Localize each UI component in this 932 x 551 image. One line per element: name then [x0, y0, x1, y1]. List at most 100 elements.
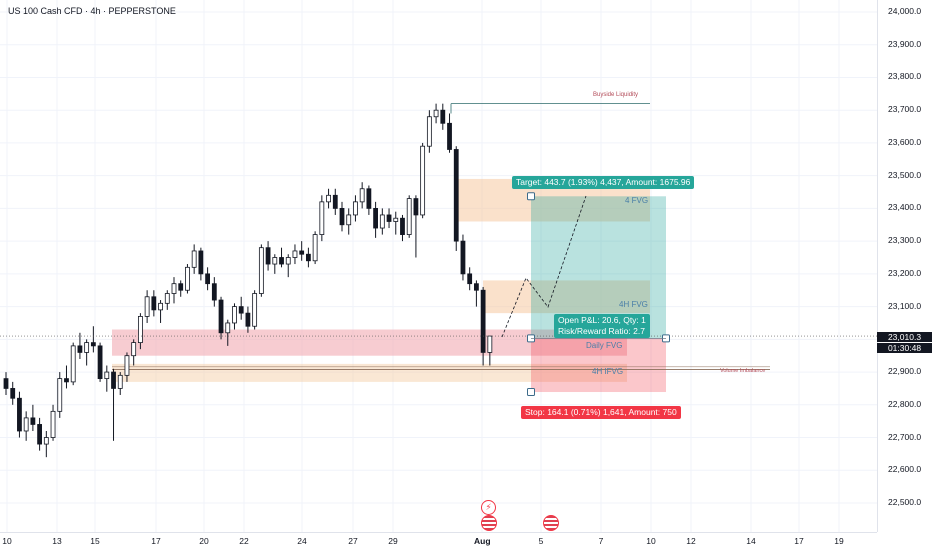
stop-label[interactable]: Stop: 164.1 (0.71%) 1,641, Amount: 750 [521, 406, 681, 419]
candle-up [70, 345, 76, 383]
candle-up [225, 322, 231, 334]
candle-up [23, 417, 29, 432]
candle-down [480, 289, 486, 353]
us-flag-icon-2[interactable] [543, 515, 559, 531]
time-tick-label: 27 [348, 536, 358, 546]
candle-down [10, 388, 16, 399]
price-tick-label: 24,000.0 [888, 6, 922, 16]
chart-title: US 100 Cash CFD · 4h · PEPPERSTONE [8, 6, 176, 16]
candle-down [447, 122, 452, 150]
price-tick-label: 22,800.0 [888, 398, 922, 409]
candle [252, 290, 258, 330]
time-axis[interactable]: 10 13 15 17 20 22 24 27 29 Aug 5 7 10 12 14 17 19 [0, 532, 877, 551]
candle [292, 244, 298, 265]
time-tick-label: 7 [598, 536, 604, 546]
candle-down [211, 283, 217, 301]
candle [191, 244, 197, 274]
candle-up [420, 145, 426, 216]
candle [3, 372, 9, 395]
candle [84, 339, 90, 366]
candle [151, 290, 157, 317]
candle-down [178, 283, 184, 291]
zone-daily-fvg [112, 329, 627, 356]
candle-down [339, 207, 345, 226]
ifvg-4h-label: 4H IFVG [592, 367, 624, 376]
candle [487, 335, 493, 366]
time-tick-label: 12 [686, 536, 696, 546]
price-tick-label: 23,600.0 [888, 136, 922, 147]
candle-up [433, 109, 439, 118]
candle [104, 365, 110, 392]
candle [460, 234, 466, 281]
candle-down [453, 149, 459, 242]
fvg-4h-label: 4H FVG [619, 300, 648, 309]
candle-up [104, 371, 110, 380]
us-flag-icon[interactable] [481, 515, 497, 531]
candle [265, 241, 271, 271]
candle-down [77, 345, 83, 353]
candle-up [292, 250, 298, 258]
candle [426, 110, 432, 153]
target-label[interactable]: Target: 443.7 (1.93%) 4,437, Amount: 167… [512, 176, 695, 189]
candle [305, 247, 311, 268]
candle-up [353, 201, 358, 216]
candle [185, 264, 190, 294]
candle [480, 286, 486, 366]
candle-down [64, 378, 69, 383]
price-tick-label: 23,400.0 [888, 202, 922, 213]
candle-down [440, 109, 446, 124]
candle [393, 211, 399, 235]
candle-down [400, 217, 405, 235]
time-tick-label: 17 [794, 536, 804, 546]
candle [359, 182, 365, 209]
candle-down [111, 371, 116, 389]
price-tick-label: 22,900.0 [888, 366, 922, 377]
candle-down [386, 214, 392, 222]
price-tick-label: 23,200.0 [888, 267, 922, 278]
candle [373, 201, 379, 238]
candle [117, 372, 123, 395]
pnl-label[interactable]: Open P&L: 20.6, Qty: 1 Risk/Reward Ratio… [554, 314, 650, 338]
zone-4h-fvg [483, 280, 650, 314]
candle [467, 267, 473, 291]
candle-up [43, 437, 49, 445]
pnl-text: Open P&L: 20.6, Qty: 1 [558, 315, 646, 325]
candle-down [265, 247, 271, 265]
candle-up [393, 217, 399, 222]
candle [97, 342, 103, 382]
candle-up [258, 247, 264, 294]
candle [433, 103, 439, 124]
candle [272, 254, 278, 274]
candle [473, 280, 479, 307]
candle [238, 296, 244, 320]
rr-text: Risk/Reward Ratio: 2.7 [558, 326, 645, 336]
candle [366, 185, 372, 215]
candle-up [487, 335, 493, 353]
candle-up [185, 266, 190, 291]
time-tick-label: 14 [746, 536, 756, 546]
candle-down [198, 250, 204, 275]
candles [3, 103, 493, 458]
candle-down [366, 188, 372, 209]
candle-up [158, 302, 163, 311]
time-tick-label: 10 [646, 536, 656, 546]
candle [158, 300, 163, 323]
candle-down [299, 250, 305, 255]
candle [225, 319, 231, 346]
price-tick-label: 22,500.0 [888, 497, 922, 507]
candle-down [218, 299, 224, 334]
candle [232, 303, 237, 330]
candle [205, 267, 211, 291]
candle [400, 214, 405, 242]
candle [57, 372, 63, 418]
event-flash-icon[interactable]: ⚡ [481, 500, 496, 515]
candle [211, 277, 217, 307]
price-axis[interactable]: 24,000.0 23,900.0 23,800.0 23,700.0 23,600.0… [877, 0, 932, 532]
price-tick-label: 22,700.0 [888, 431, 922, 442]
candle-up [144, 296, 150, 317]
candle [144, 290, 150, 323]
candle [218, 296, 224, 340]
candle-up [406, 198, 412, 235]
